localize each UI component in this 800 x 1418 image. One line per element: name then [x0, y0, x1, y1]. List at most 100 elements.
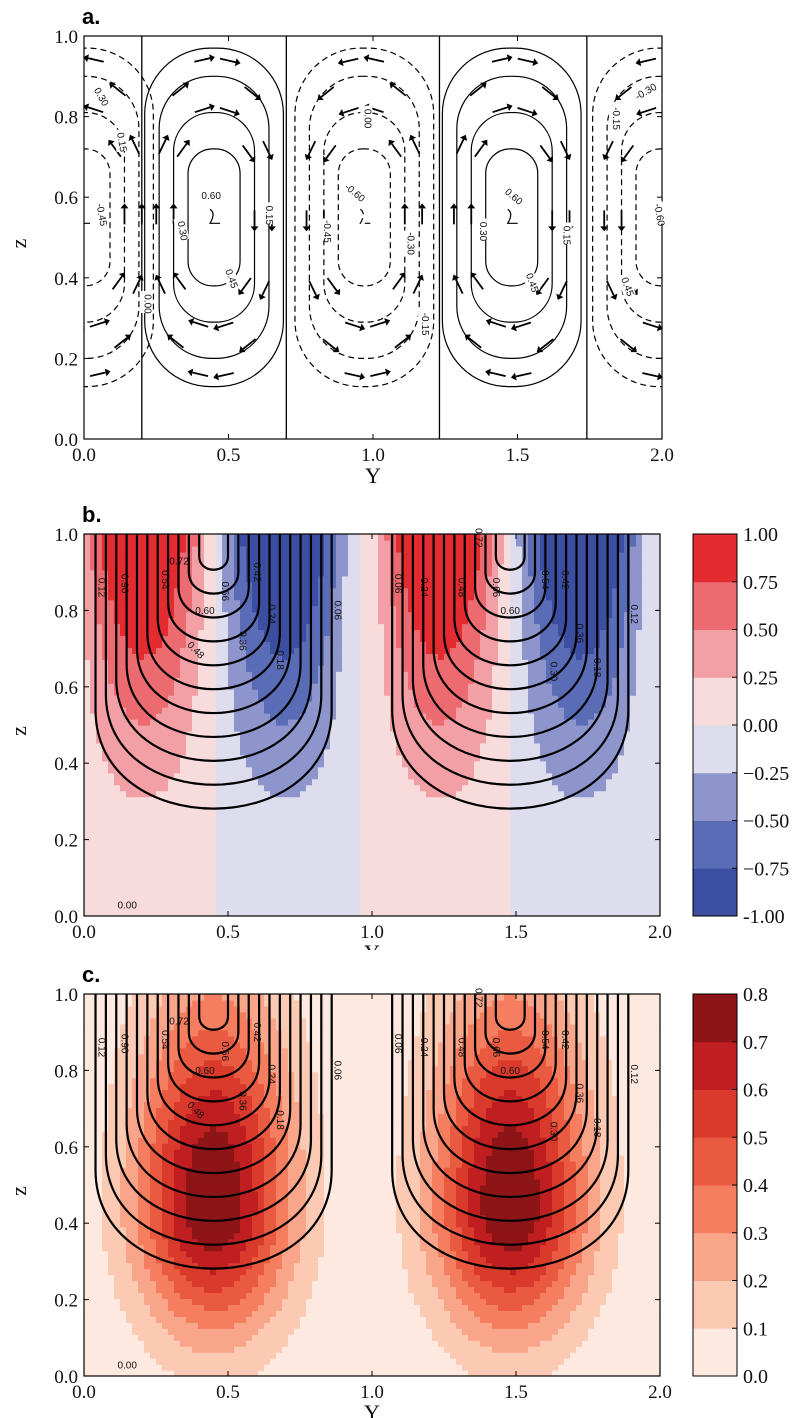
- b-field-cell: [108, 778, 115, 786]
- b-field-cell: [90, 748, 97, 756]
- b-field-cell: [228, 832, 235, 840]
- b-field-cell: [342, 826, 349, 834]
- b-field-cell: [492, 904, 499, 911]
- b-field-cell: [222, 730, 229, 738]
- b-field-cell: [330, 838, 337, 845]
- b-field-cell: [192, 814, 199, 822]
- b-field-cell: [438, 581, 445, 589]
- b-field-cell: [150, 695, 157, 702]
- b-field-cell: [276, 659, 283, 666]
- b-field-cell: [312, 862, 319, 869]
- b-field-cell: [276, 772, 283, 780]
- b-field-cell: [312, 539, 319, 547]
- b-field-cell: [492, 617, 499, 625]
- b-field-cell: [288, 677, 295, 684]
- b-field-cell: [204, 802, 211, 810]
- b-field-cell: [462, 701, 469, 708]
- b-field-cell: [240, 545, 247, 553]
- b-field-cell: [306, 730, 313, 738]
- b-field-cell: [450, 671, 457, 678]
- b-field-cell: [426, 862, 433, 869]
- b-field-cell: [360, 880, 367, 887]
- b-field-cell: [246, 754, 253, 762]
- b-field-cell: [426, 647, 433, 654]
- b-field-cell: [480, 862, 487, 869]
- b-field-cell: [204, 581, 211, 589]
- b-field-cell: [450, 808, 457, 816]
- b-field-cell: [252, 910, 259, 916]
- b-field-cell: [474, 868, 481, 875]
- b-field-cell: [474, 575, 481, 583]
- b-field-cell: [120, 593, 127, 601]
- b-field-cell: [438, 832, 445, 840]
- b-field-cell: [510, 611, 517, 619]
- b-field-cell: [384, 736, 391, 744]
- b-field-cell: [216, 772, 223, 780]
- b-field-cell: [114, 814, 121, 822]
- b-field-cell: [114, 760, 121, 768]
- b-field-cell: [504, 665, 511, 672]
- b-field-cell: [486, 641, 493, 649]
- b-field-cell: [120, 563, 127, 571]
- b-field-cell: [174, 838, 181, 845]
- b-field-cell: [198, 563, 205, 571]
- b-field-cell: [462, 892, 469, 899]
- b-field-cell: [204, 689, 211, 696]
- b-field-cell: [276, 730, 283, 738]
- b-field-cell: [276, 719, 283, 726]
- b-field-cell: [246, 665, 253, 672]
- b-field-cell: [258, 892, 265, 899]
- b-field-cell: [486, 886, 493, 893]
- b-field-cell: [444, 850, 451, 857]
- b-field-cell: [258, 689, 265, 696]
- b-field-cell: [474, 707, 481, 714]
- b-field-cell: [300, 683, 307, 690]
- b-field-cell: [366, 826, 373, 834]
- b-field-cell: [144, 856, 151, 863]
- b-field-cell: [168, 748, 175, 756]
- b-field-cell: [144, 802, 151, 810]
- b-field-cell: [186, 671, 193, 678]
- b-field-cell: [186, 832, 193, 840]
- b-field-cell: [354, 742, 361, 750]
- b-field-cell: [408, 641, 415, 649]
- b-field-cell: [258, 593, 265, 601]
- b-field-cell: [168, 766, 175, 774]
- b-field-cell: [420, 844, 427, 851]
- b-field-cell: [480, 748, 487, 756]
- b-field-cell: [330, 707, 337, 714]
- b-field-cell: [468, 563, 475, 571]
- b-field-cell: [420, 820, 427, 828]
- b-field-cell: [504, 605, 511, 613]
- b-field-cell: [450, 719, 457, 726]
- b-field-cell: [132, 838, 139, 845]
- b-field-cell: [204, 736, 211, 744]
- b-field-cell: [396, 814, 403, 822]
- b-field-cell: [444, 760, 451, 768]
- b-field-cell: [210, 796, 217, 804]
- b-field-cell: [432, 629, 439, 637]
- b-field-cell: [342, 832, 349, 840]
- b-field-cell: [252, 760, 259, 768]
- b-field-cell: [216, 599, 223, 607]
- b-field-cell: [414, 671, 421, 678]
- b-field-cell: [510, 862, 517, 869]
- b-field-cell: [282, 617, 289, 625]
- b-field-cell: [396, 844, 403, 851]
- b-field-cell: [474, 605, 481, 613]
- b-field-cell: [372, 766, 379, 774]
- b-field-cell: [180, 545, 187, 553]
- b-field-cell: [336, 671, 343, 678]
- b-field-cell: [234, 790, 241, 798]
- b-field-cell: [342, 545, 349, 553]
- b-field-cell: [180, 677, 187, 684]
- b-field-cell: [222, 868, 229, 875]
- b-field-cell: [444, 659, 451, 666]
- b-field-cell: [498, 754, 505, 762]
- b-field-cell: [186, 814, 193, 822]
- b-field-cell: [162, 551, 169, 559]
- b-field-cell: [330, 892, 337, 899]
- b-field-cell: [192, 910, 199, 916]
- b-field-cell: [384, 725, 391, 732]
- b-field-cell: [120, 856, 127, 863]
